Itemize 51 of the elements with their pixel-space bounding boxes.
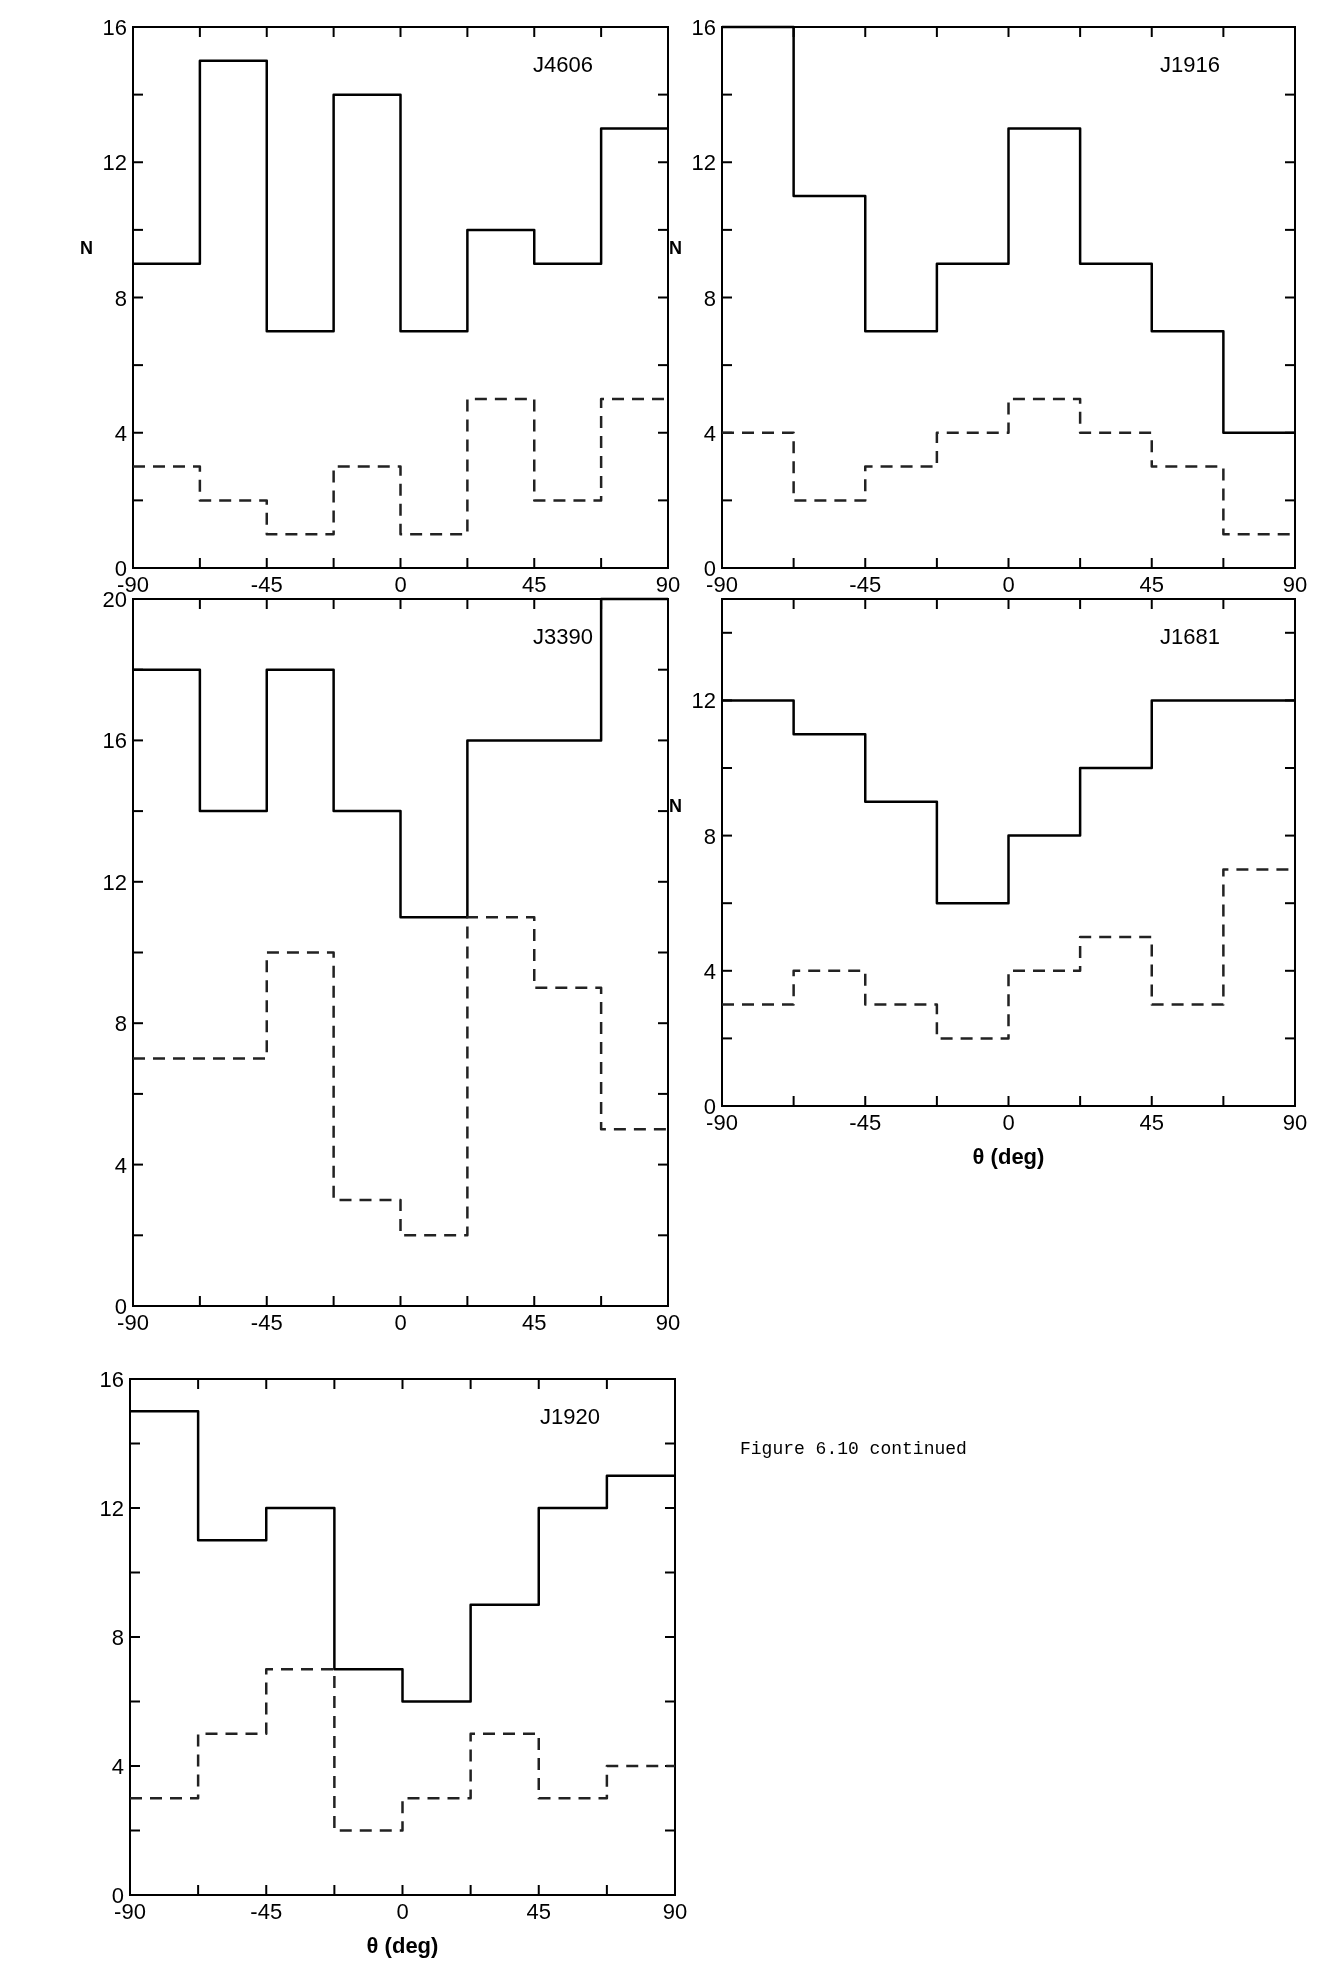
x-axis-title: θ (deg) — [972, 1144, 1045, 1169]
y-tick-label: 12 — [102, 150, 127, 176]
x-tick-label: 90 — [1282, 1110, 1308, 1135]
y-tick-label: 4 — [703, 420, 716, 446]
x-tick-label: -45 — [849, 572, 882, 597]
x-axis-title: θ (deg) — [366, 1933, 439, 1958]
caption: Figure 6.10 continued — [740, 1439, 967, 1459]
x-tick-label: 45 — [526, 1899, 551, 1924]
y-axis-title: N — [80, 238, 93, 259]
text: J1681 — [1160, 624, 1220, 649]
x-tick-label: -45 — [250, 572, 283, 597]
y-tick-label: 8 — [114, 1011, 127, 1037]
y-tick-label: 8 — [703, 823, 716, 849]
y-tick-label: 12 — [102, 869, 127, 895]
x-tick-label: -45 — [250, 1310, 283, 1335]
x-tick-label: 0 — [396, 1899, 409, 1924]
x-tick-label: 90 — [655, 1310, 681, 1335]
x-tick-label: 0 — [394, 1310, 407, 1335]
x-tick-label: 90 — [1282, 572, 1308, 597]
x-tick-label: 45 — [522, 572, 547, 597]
y-tick-label: 12 — [691, 150, 716, 176]
y-tick-label: 4 — [111, 1754, 124, 1779]
y-tick-label: 8 — [111, 1625, 124, 1650]
y-tick-label: 16 — [99, 1367, 124, 1392]
x-tick-label: 0 — [394, 572, 407, 597]
x-tick-label: 90 — [662, 1899, 688, 1924]
y-tick-label: 20 — [102, 587, 127, 612]
y-tick-label: 4 — [114, 1152, 127, 1178]
x-tick-label: -45 — [250, 1899, 283, 1924]
y-tick-label: 12 — [99, 1496, 124, 1521]
y-axis-title: N — [669, 795, 682, 816]
y-tick-label: 16 — [691, 15, 716, 40]
text: J4606 — [533, 52, 593, 77]
y-tick-label: 16 — [102, 728, 127, 754]
x-tick-label: 45 — [1139, 1110, 1164, 1135]
x-tick-label: 0 — [1002, 1110, 1015, 1135]
y-tick-label: 4 — [703, 958, 716, 984]
x-tick-label: -45 — [849, 1110, 882, 1135]
y-tick-label: 12 — [691, 688, 716, 714]
text: J1920 — [540, 1404, 600, 1429]
y-tick-label: 8 — [114, 285, 127, 311]
y-tick-label: 4 — [114, 420, 127, 446]
x-tick-label: 45 — [1139, 572, 1164, 597]
y-axis-title: N — [669, 238, 682, 259]
y-tick-label: 16 — [102, 15, 127, 40]
x-tick-label: 0 — [1002, 572, 1015, 597]
text: J1916 — [1160, 52, 1220, 77]
y-tick-label: 8 — [703, 285, 716, 311]
x-tick-label: 45 — [522, 1310, 547, 1335]
x-tick-label: 90 — [655, 572, 681, 597]
text: J3390 — [533, 624, 593, 649]
